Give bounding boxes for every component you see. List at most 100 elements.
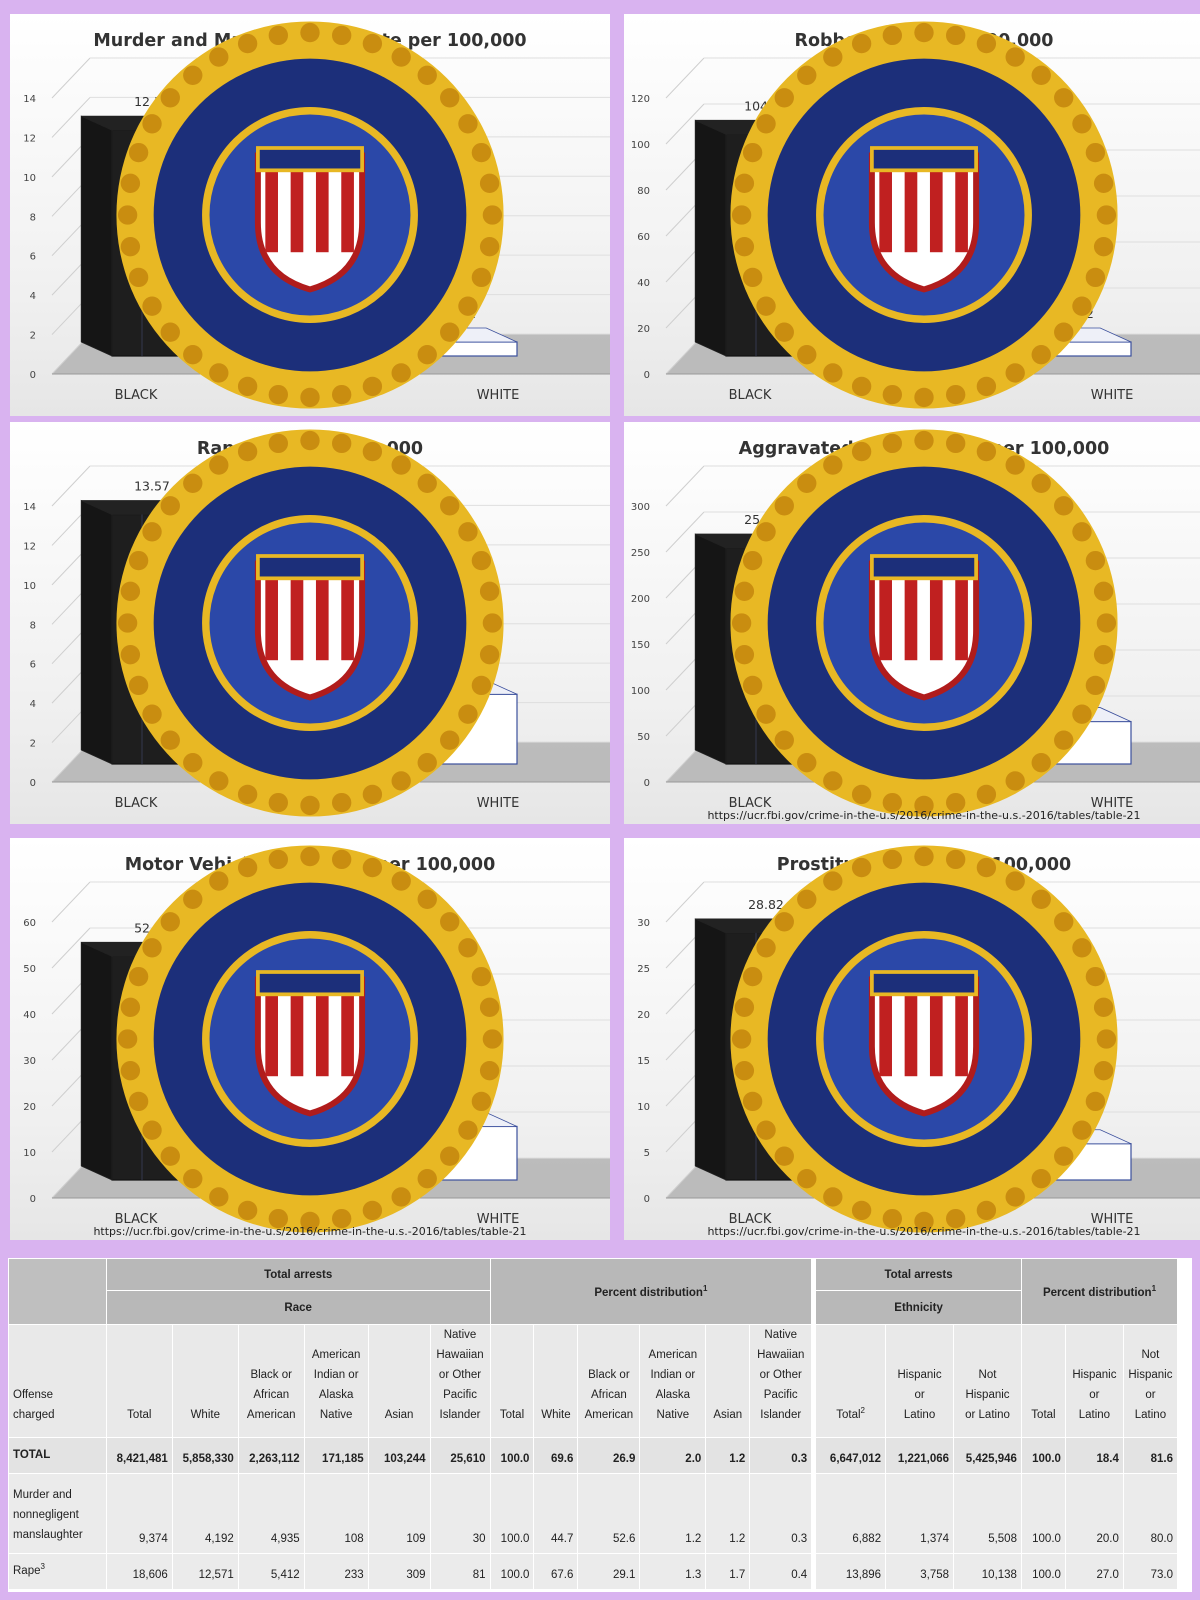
- cell-percent: 52.6: [577, 1473, 641, 1554]
- table-row: Murder and nonnegligent manslaughter 9,374 4…: [8, 1473, 1179, 1554]
- y-tick-label: 100: [631, 686, 650, 697]
- y-tick-label: 300: [631, 502, 650, 513]
- cell-race-count: 12,571: [171, 1553, 239, 1590]
- header-total-arrests-ethnicity: Total arrests: [815, 1258, 1022, 1291]
- y-tick-label: 8: [30, 212, 36, 223]
- cell-percent: 100.0: [489, 1437, 535, 1474]
- cell-percent: 44.7: [533, 1473, 579, 1554]
- column-header-race: Native Hawaiian or Other Pacific Islander: [429, 1324, 491, 1438]
- y-tick-label: 20: [637, 1010, 650, 1021]
- source-link[interactable]: https://ucr.fbi.gov/crime-in-the-u.s/201…: [707, 1225, 1141, 1238]
- fbi-seal-icon: [116, 845, 504, 1233]
- chart-panel-aggravated-assault: 050100150200250300254.34BLACK112.84HISPA…: [624, 422, 1200, 824]
- cell-percent: 0.4: [749, 1553, 813, 1590]
- y-tick-label: 30: [637, 918, 650, 929]
- cell-ethnicity-percent: 100.0: [1020, 1553, 1066, 1590]
- y-tick-label: 10: [23, 581, 36, 592]
- data-label: 28.82: [748, 897, 784, 912]
- cell-race-count: 109: [367, 1473, 431, 1554]
- x-tick-label: BLACK: [729, 1212, 772, 1227]
- cell-ethnicity-count: 5,425,946: [953, 1437, 1022, 1474]
- y-tick-label: 15: [637, 1056, 650, 1067]
- column-header-percent: Total: [489, 1324, 535, 1438]
- cell-ethnicity-percent: 80.0: [1122, 1473, 1179, 1554]
- header-percent-distribution-ethnicity: Percent distribution1: [1020, 1258, 1179, 1325]
- y-tick-label: 100: [631, 140, 650, 151]
- y-tick-label: 6: [30, 660, 36, 671]
- cell-race-count: 233: [303, 1553, 369, 1590]
- cell-ethnicity-percent: 100.0: [1020, 1473, 1066, 1554]
- y-tick-label: 40: [23, 1010, 36, 1021]
- gridline-diagonal: [51, 465, 91, 507]
- gridline-diagonal: [51, 881, 91, 923]
- x-tick-label: BLACK: [115, 388, 158, 403]
- y-tick-label: 20: [23, 1102, 36, 1113]
- column-header-percent: Native Hawaiian or Other Pacific Islander: [749, 1324, 813, 1438]
- cell-ethnicity-percent: 27.0: [1064, 1553, 1124, 1590]
- source-link[interactable]: https://ucr.fbi.gov/crime-in-the-u.s/201…: [707, 809, 1141, 822]
- x-tick-label: BLACK: [729, 388, 772, 403]
- arrest-table: Total arrests Percent distribution1 Total …: [8, 1258, 1179, 1590]
- cell-ethnicity-count: 13,896: [815, 1553, 887, 1590]
- header-percent-distribution: Percent distribution1: [489, 1258, 813, 1325]
- column-gap: [811, 1258, 816, 1325]
- y-tick-label: 4: [30, 291, 36, 302]
- x-tick-label: WHITE: [1091, 388, 1134, 403]
- cell-ethnicity-count: 6,882: [815, 1473, 887, 1554]
- cell-race-count: 103,244: [367, 1437, 431, 1474]
- chart-panel-motor-vehicle-theft: 010203040506052.54BLACK26.16HISPANIC15.5…: [10, 838, 610, 1240]
- y-tick-label: 120: [631, 94, 650, 105]
- y-tick-label: 250: [631, 548, 650, 559]
- cell-percent: 1.3: [639, 1553, 707, 1590]
- cell-ethnicity-count: 1,374: [885, 1473, 955, 1554]
- cell-percent: 1.2: [705, 1473, 751, 1554]
- source-link[interactable]: https://ucr.fbi.gov/crime-in-the-u.s/201…: [93, 1225, 527, 1238]
- x-tick-label: BLACK: [729, 796, 772, 811]
- fbi-seal-icon: [730, 845, 1118, 1233]
- x-tick-label: WHITE: [477, 388, 520, 403]
- y-tick-label: 14: [23, 94, 36, 105]
- y-tick-label: 14: [23, 502, 36, 513]
- cell-percent: 1.7: [705, 1553, 751, 1590]
- cell-race-count: 4,192: [171, 1473, 239, 1554]
- y-tick-label: 0: [30, 778, 36, 789]
- y-tick-label: 0: [644, 1194, 650, 1205]
- y-tick-label: 10: [23, 1148, 36, 1159]
- header-race: Race: [105, 1290, 491, 1325]
- cell-ethnicity-count: 3,758: [885, 1553, 955, 1590]
- data-label: 13.57: [134, 478, 170, 493]
- y-tick-label: 20: [637, 324, 650, 335]
- cell-race-count: 8,421,481: [105, 1437, 173, 1474]
- table-corner: [8, 1258, 107, 1325]
- column-header-offense: Offense charged: [8, 1324, 107, 1438]
- column-header-ethnicity-percent: Not Hispanic or Latino: [1122, 1324, 1179, 1438]
- row-label: TOTAL: [8, 1437, 107, 1474]
- cell-percent: 29.1: [577, 1553, 641, 1590]
- fbi-seal-icon: [730, 429, 1118, 817]
- column-header-percent: American Indian or Alaska Native: [639, 1324, 707, 1438]
- column-header-ethnicity-percent: Hispanic or Latino: [1064, 1324, 1124, 1438]
- y-tick-label: 50: [637, 732, 650, 743]
- column-gap: [811, 1437, 816, 1474]
- column-header-percent: White: [533, 1324, 579, 1438]
- cell-ethnicity-percent: 100.0: [1020, 1437, 1066, 1474]
- gridline-diagonal: [51, 57, 91, 99]
- y-tick-label: 25: [637, 964, 650, 975]
- y-tick-label: 10: [637, 1102, 650, 1113]
- y-tick-label: 200: [631, 594, 650, 605]
- cell-race-count: 81: [429, 1553, 491, 1590]
- y-tick-label: 80: [637, 186, 650, 197]
- cell-percent: 0.3: [749, 1437, 813, 1474]
- cell-percent: 67.6: [533, 1553, 579, 1590]
- cell-ethnicity-percent: 18.4: [1064, 1437, 1124, 1474]
- chart-panel-murder: 0246810121412.37BLACK2.54HISPANIC1.42WHI…: [10, 14, 610, 416]
- column-header-race: White: [171, 1324, 239, 1438]
- cell-percent: 100.0: [489, 1553, 535, 1590]
- chart-panel-rape: 0246810121413.57BLACK6.94HISPANIC4.45WHI…: [10, 422, 610, 824]
- y-tick-label: 0: [644, 370, 650, 381]
- cell-race-count: 171,185: [303, 1437, 369, 1474]
- y-tick-label: 12: [23, 541, 36, 552]
- x-tick-label: WHITE: [1091, 1212, 1134, 1227]
- gridline-diagonal: [665, 103, 705, 145]
- chart-panel-prostitution: 05101520253028.82BLACK9.47HISPANIC5.90WH…: [624, 838, 1200, 1240]
